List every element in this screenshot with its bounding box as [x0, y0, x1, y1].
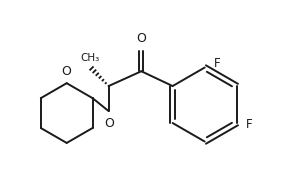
Text: O: O [62, 65, 72, 78]
Text: F: F [214, 57, 220, 70]
Text: F: F [246, 118, 253, 131]
Text: O: O [136, 31, 146, 45]
Text: O: O [104, 117, 114, 130]
Text: CH₃: CH₃ [81, 53, 100, 63]
